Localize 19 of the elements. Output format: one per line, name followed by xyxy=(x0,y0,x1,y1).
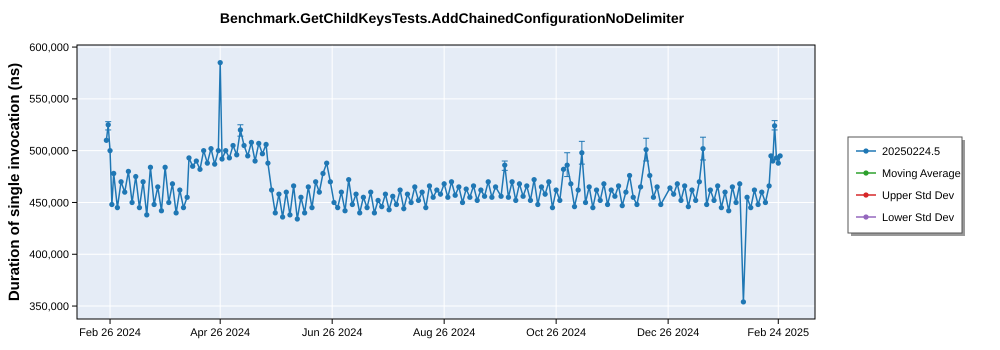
y-tick-label: 450,000 xyxy=(29,197,69,210)
legend-label: 20250224.5 xyxy=(882,146,940,158)
y-tick-label: 550,000 xyxy=(29,94,69,106)
x-tick-label: Feb 24 2025 xyxy=(747,327,810,339)
x-tick-label: Jun 26 2024 xyxy=(302,327,362,339)
x-tick-label: Aug 26 2024 xyxy=(412,327,476,339)
y-tick-label: 400,000 xyxy=(29,249,69,262)
x-tick-label: Apr 26 2024 xyxy=(190,327,250,339)
chart-title: Benchmark.GetChildKeysTests.AddChainedConfigurationNoDelimiter xyxy=(220,10,685,26)
y-tick-label: 350,000 xyxy=(29,300,69,313)
x-tick-label: Feb 26 2024 xyxy=(79,327,141,339)
y-axis-title: Duration of single invocation (ns) xyxy=(6,62,23,302)
x-tick-label: Oct 26 2024 xyxy=(526,327,586,339)
legend-label: Lower Std Dev xyxy=(882,212,955,224)
legend-label: Upper Std Dev xyxy=(882,190,955,202)
x-tick-label: Dec 26 2024 xyxy=(636,327,700,339)
legend-label: Moving Average xyxy=(882,168,961,180)
y-tick-label: 600,000 xyxy=(29,42,69,54)
y-tick-label: 500,000 xyxy=(29,146,69,158)
